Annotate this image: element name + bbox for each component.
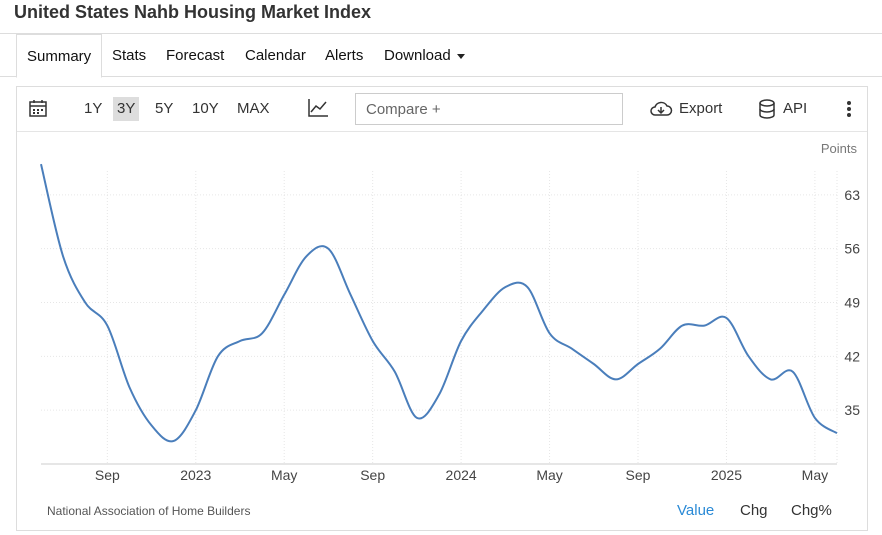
x-tick-label: 2023 <box>180 467 211 483</box>
x-tick-label: 2025 <box>711 467 742 483</box>
range-3y[interactable]: 3Y <box>113 97 140 121</box>
calendar-icon[interactable] <box>29 99 47 123</box>
tab-download[interactable]: Download <box>384 34 465 77</box>
series-line[interactable] <box>40 163 838 443</box>
caret-down-icon <box>456 53 465 59</box>
x-tick-label: Sep <box>95 467 120 483</box>
range-5y[interactable]: 5Y <box>155 100 174 117</box>
x-tick-label: Sep <box>626 467 651 483</box>
y-tick-label: 49 <box>844 295 860 311</box>
range-max[interactable]: MAX <box>237 100 270 117</box>
x-tick-label: Sep <box>360 467 385 483</box>
chart-area: Points Sep 2023 May Sep 2024 May Sep 2025 May 35… <box>17 131 867 530</box>
page-title: United States Nahb Housing Market Index <box>14 2 372 22</box>
y-tick-label: 35 <box>844 402 860 418</box>
tab-forecast[interactable]: Forecast <box>166 47 225 64</box>
unit-label: Points <box>821 141 858 156</box>
more-options-icon[interactable] <box>846 100 852 124</box>
tab-download-label: Download <box>384 47 451 64</box>
export-button[interactable]: Export <box>649 97 722 121</box>
view-chgpct-button[interactable]: Chg% <box>791 502 832 519</box>
x-tick-label: May <box>536 467 562 483</box>
view-value-button[interactable]: Value <box>677 502 715 519</box>
chart-panel: 1Y 3Y 5Y 10Y MAX Export API <box>16 86 868 531</box>
range-1y[interactable]: 1Y <box>84 100 103 117</box>
range-10y[interactable]: 10Y <box>192 100 219 117</box>
x-tick-label: May <box>271 467 297 483</box>
chart-type-icon[interactable] <box>307 98 329 122</box>
database-icon <box>759 99 775 119</box>
chart-toolbar: 1Y 3Y 5Y 10Y MAX Export API <box>17 87 867 132</box>
y-tick-label: 56 <box>844 241 860 257</box>
tab-summary[interactable]: Summary <box>16 34 103 78</box>
x-tick-label: 2024 <box>446 467 477 483</box>
tab-calendar[interactable]: Calendar <box>245 47 306 64</box>
y-tick-label: 63 <box>844 187 860 203</box>
x-tick-label: May <box>802 467 828 483</box>
y-tick-label: 42 <box>844 348 860 364</box>
source-label: National Association of Home Builders <box>47 504 251 518</box>
api-label: API <box>783 100 808 117</box>
compare-input[interactable] <box>355 93 623 125</box>
tab-stats[interactable]: Stats <box>112 47 147 64</box>
tab-bar: Summary Stats Forecast Calendar Alerts D… <box>0 33 882 78</box>
tab-alerts[interactable]: Alerts <box>325 47 364 64</box>
export-label: Export <box>679 100 723 117</box>
view-chg-button[interactable]: Chg <box>740 502 768 519</box>
api-button[interactable]: API <box>759 97 807 121</box>
line-chart[interactable]: Points Sep 2023 May Sep 2024 May Sep 2025 May 35… <box>17 131 867 491</box>
cloud-download-icon <box>650 101 673 116</box>
